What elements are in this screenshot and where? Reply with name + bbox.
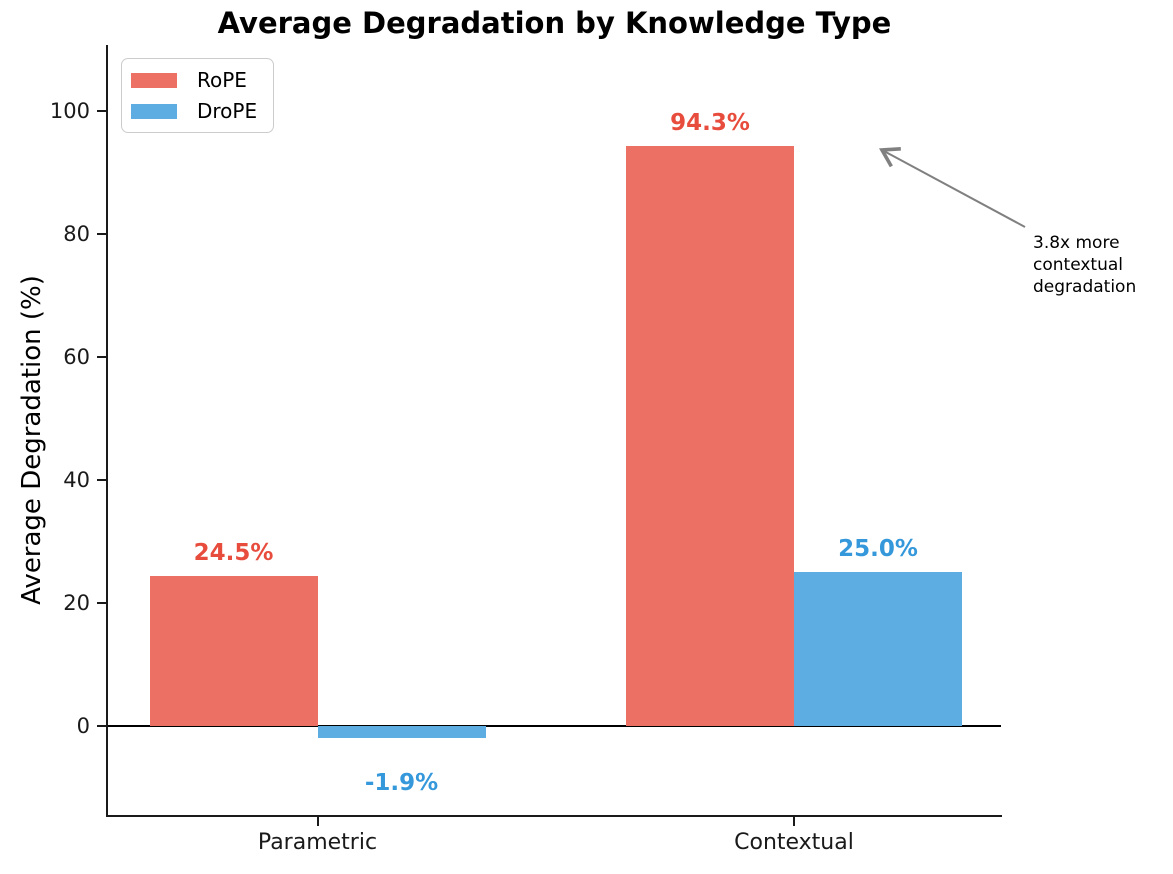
bar-drope-parametric <box>317 726 486 738</box>
x-tick-mark-contextual <box>793 817 795 826</box>
annotation-text: 3.8x more contextual degradation <box>1033 232 1136 298</box>
x-tick-label-parametric: Parametric <box>257 830 378 855</box>
zero-baseline <box>108 725 1001 727</box>
y-axis-label: Average Degradation (%) <box>17 275 47 605</box>
y-tick-label-100: 100 <box>49 99 90 123</box>
y-tick-mark-100 <box>97 110 106 112</box>
legend: RoPE DroPE <box>121 58 275 133</box>
legend-swatch-rope <box>131 72 177 88</box>
y-tick-mark-0 <box>97 725 106 728</box>
y-axis-spine <box>106 45 108 817</box>
y-tick-label-60: 60 <box>63 345 90 370</box>
bar-value-label-rope-contextual: 94.3% <box>670 110 750 136</box>
y-tick-label-20: 20 <box>63 591 90 616</box>
legend-item-rope: RoPE <box>131 68 257 92</box>
chart-title: Average Degradation by Knowledge Type <box>217 6 892 40</box>
y-tick-label-0: 0 <box>76 714 90 739</box>
bar-value-label-drope-contextual: 25.0% <box>838 536 918 563</box>
legend-item-drope: DroPE <box>131 99 257 123</box>
y-tick-mark-20 <box>97 602 106 605</box>
bar-value-label-rope-parametric: 24.5% <box>193 539 274 566</box>
legend-swatch-drope <box>131 103 177 119</box>
x-tick-mark-parametric <box>316 817 319 826</box>
annotation-line-3: degradation <box>1033 277 1137 297</box>
y-tick-mark-40 <box>97 479 106 482</box>
bar-value-label-drope-parametric: -1.9% <box>364 769 439 796</box>
y-tick-mark-60 <box>97 356 106 359</box>
y-tick-label-80: 80 <box>63 222 90 246</box>
bar-rope-contextual <box>626 146 794 727</box>
y-tick-mark-80 <box>97 233 106 235</box>
annotation-line-1: 3.8x more <box>1033 233 1120 253</box>
bar-drope-contextual <box>794 572 962 727</box>
x-axis-spine <box>106 815 1002 817</box>
legend-label-rope: RoPE <box>197 68 247 92</box>
bar-rope-parametric <box>149 575 318 727</box>
x-tick-label-contextual: Contextual <box>734 830 854 855</box>
annotation-line-2: contextual <box>1033 255 1123 275</box>
legend-label-drope: DroPE <box>197 99 258 123</box>
y-tick-label-40: 40 <box>63 468 90 493</box>
